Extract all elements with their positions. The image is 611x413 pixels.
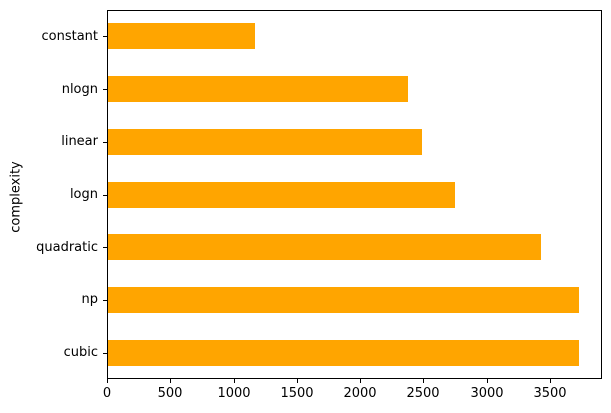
x-tick-mark [487, 379, 488, 383]
y-tick-mark [103, 300, 107, 301]
x-tick-label: 3000 [470, 386, 504, 401]
y-tick-mark [103, 89, 107, 90]
y-tick-label: np [81, 292, 99, 307]
y-tick-label: linear [61, 134, 98, 149]
bar-np [108, 286, 579, 313]
y-tick-label: cubic [63, 345, 98, 360]
x-tick-label: 0 [102, 386, 112, 401]
y-tick-mark [103, 195, 107, 196]
x-tick-mark [360, 379, 361, 383]
y-tick-label: nlogn [61, 82, 98, 97]
x-tick-mark [234, 379, 235, 383]
bar-linear [108, 128, 422, 155]
bar-quadratic [108, 234, 541, 261]
x-tick-mark [423, 379, 424, 383]
x-tick-mark [107, 379, 108, 383]
bar-cubic [108, 339, 579, 366]
y-tick-label: logn [69, 187, 98, 202]
y-tick-mark [103, 247, 107, 248]
x-tick-label: 1500 [280, 386, 314, 401]
y-tick-mark [103, 353, 107, 354]
x-tick-label: 500 [157, 386, 183, 401]
x-tick-label: 3500 [533, 386, 567, 401]
y-tick-label: quadratic [36, 240, 98, 255]
bar-constant [108, 23, 255, 50]
x-tick-mark [297, 379, 298, 383]
x-tick-mark [170, 379, 171, 383]
x-tick-mark [550, 379, 551, 383]
y-tick-mark [103, 142, 107, 143]
bar-nlogn [108, 76, 408, 103]
bar-logn [108, 181, 455, 208]
y-tick-mark [103, 36, 107, 37]
y-tick-label: constant [41, 29, 98, 44]
x-tick-label: 2500 [406, 386, 440, 401]
x-tick-label: 2000 [343, 386, 377, 401]
x-tick-label: 1000 [217, 386, 251, 401]
